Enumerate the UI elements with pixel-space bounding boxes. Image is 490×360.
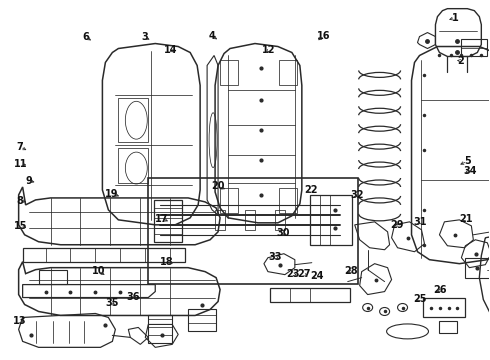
Bar bbox=[466, 258, 490, 278]
Text: 1: 1 bbox=[452, 13, 459, 23]
Bar bbox=[220, 60, 238, 85]
Text: 35: 35 bbox=[105, 298, 119, 308]
Text: 8: 8 bbox=[17, 196, 24, 206]
Bar bbox=[220, 188, 238, 213]
Text: 34: 34 bbox=[463, 166, 476, 176]
Bar bbox=[310, 195, 352, 245]
Text: 29: 29 bbox=[391, 220, 404, 230]
Text: 5: 5 bbox=[464, 156, 471, 166]
Text: 30: 30 bbox=[276, 228, 290, 238]
Text: 33: 33 bbox=[269, 252, 282, 262]
Text: 21: 21 bbox=[459, 214, 472, 224]
Text: 7: 7 bbox=[17, 142, 24, 152]
Bar bbox=[423, 298, 466, 318]
Text: 19: 19 bbox=[105, 189, 119, 199]
Text: 3: 3 bbox=[142, 32, 148, 42]
Text: 16: 16 bbox=[318, 31, 331, 41]
Text: 25: 25 bbox=[413, 294, 427, 304]
Text: 14: 14 bbox=[164, 45, 177, 55]
Text: 15: 15 bbox=[14, 221, 27, 231]
Bar bbox=[245, 210, 255, 230]
Bar bbox=[279, 60, 297, 85]
Text: 18: 18 bbox=[160, 257, 173, 267]
Bar bbox=[279, 188, 297, 213]
Bar bbox=[154, 200, 182, 242]
Bar bbox=[148, 178, 358, 284]
Text: 4: 4 bbox=[208, 31, 215, 41]
Bar bbox=[270, 288, 350, 302]
Text: 32: 32 bbox=[351, 190, 364, 200]
Text: 28: 28 bbox=[344, 266, 358, 276]
Bar bbox=[119, 148, 148, 183]
Text: 13: 13 bbox=[13, 316, 26, 325]
Text: 36: 36 bbox=[127, 292, 140, 302]
Text: 24: 24 bbox=[311, 271, 324, 281]
Bar bbox=[215, 210, 225, 230]
Text: 20: 20 bbox=[211, 181, 225, 192]
Text: 23: 23 bbox=[286, 269, 299, 279]
Text: 11: 11 bbox=[14, 159, 27, 169]
Text: 22: 22 bbox=[305, 185, 318, 195]
Text: 2: 2 bbox=[458, 56, 465, 66]
Bar bbox=[440, 321, 457, 333]
Text: 9: 9 bbox=[25, 176, 32, 186]
Text: 10: 10 bbox=[92, 266, 105, 276]
Bar bbox=[39, 270, 67, 284]
Text: 27: 27 bbox=[297, 269, 310, 279]
Text: 6: 6 bbox=[83, 32, 90, 42]
Text: 17: 17 bbox=[155, 214, 169, 224]
Text: 31: 31 bbox=[413, 217, 427, 227]
Bar bbox=[119, 98, 148, 142]
Text: 12: 12 bbox=[262, 45, 275, 55]
Bar bbox=[462, 39, 488, 57]
Bar bbox=[188, 310, 216, 332]
Bar bbox=[275, 210, 285, 230]
Bar bbox=[148, 315, 172, 343]
Text: 26: 26 bbox=[434, 285, 447, 296]
